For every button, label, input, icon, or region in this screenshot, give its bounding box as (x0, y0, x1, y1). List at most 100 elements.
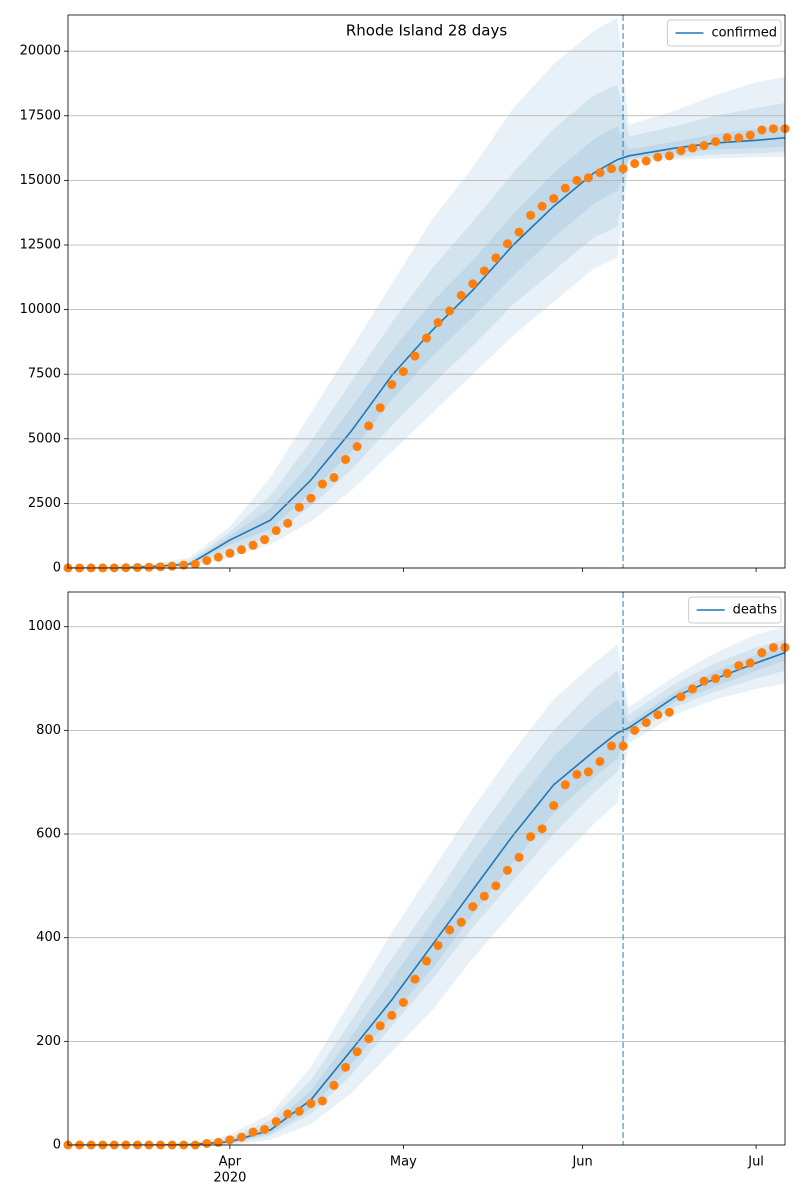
observed-point (595, 168, 605, 178)
observed-point (722, 668, 732, 678)
observed-point (375, 403, 385, 413)
y-tick-label: 2500 (28, 496, 61, 511)
observed-point (572, 769, 582, 779)
uncertainty-band (68, 17, 785, 568)
observed-point (260, 535, 270, 545)
observed-point (583, 173, 593, 183)
observed-point (352, 442, 362, 452)
observed-point (329, 473, 339, 483)
observed-point (202, 556, 212, 566)
x-tick-label: May (390, 1155, 417, 1170)
observed-point (156, 562, 166, 572)
observed-point (433, 318, 443, 328)
observed-point (653, 710, 663, 720)
y-tick-label: 600 (36, 827, 61, 842)
observed-point (271, 1117, 281, 1127)
observed-point (560, 183, 570, 193)
observed-point (607, 741, 617, 751)
observed-point (676, 146, 686, 156)
observed-point (433, 940, 443, 950)
plot-area (68, 17, 785, 568)
observed-point (410, 351, 420, 361)
observed-point (306, 493, 316, 503)
x-tick-label: Jul (747, 1155, 764, 1170)
observed-point (248, 1127, 258, 1137)
observed-point (271, 526, 281, 536)
observed-point (687, 143, 697, 153)
observed-point (699, 140, 709, 150)
observed-point (179, 560, 189, 570)
observed-point (514, 852, 524, 862)
observed-point (526, 210, 536, 220)
observed-point (757, 648, 767, 658)
chart-title: Rhode Island 28 days (346, 22, 507, 40)
observed-point (734, 661, 744, 671)
y-tick-label: 15000 (20, 173, 61, 188)
y-tick-label: 0 (53, 1138, 61, 1153)
observed-point (537, 201, 547, 211)
observed-point (468, 902, 478, 912)
axes-frame (67, 591, 786, 1146)
plot-area (68, 626, 785, 1145)
x-tick-label: Jun (571, 1155, 592, 1170)
y-tick-label: 0 (53, 561, 61, 576)
y-tick-label: 17500 (20, 108, 61, 123)
observed-point (260, 1124, 270, 1134)
uncertainty-band (68, 84, 785, 568)
observed-point (745, 658, 755, 668)
observed-point (445, 306, 455, 316)
observed-point (618, 164, 628, 174)
observed-point (422, 333, 431, 343)
observed-point (768, 124, 778, 134)
observed-point (491, 881, 501, 891)
observed-point (734, 133, 744, 143)
observed-point (745, 130, 755, 140)
observed-point (537, 824, 547, 834)
observed-point (641, 718, 651, 728)
observed-point (294, 1106, 304, 1116)
observed-point (549, 801, 559, 811)
observed-point (410, 974, 420, 984)
y-tick-label: 800 (36, 723, 61, 738)
observed-point (445, 925, 455, 935)
y-tick-label: 1000 (28, 619, 61, 634)
axes-frame (67, 14, 786, 569)
observed-point (502, 865, 512, 875)
y-tick-label: 200 (36, 1034, 61, 1049)
observed-point (699, 676, 709, 686)
observed-point (341, 454, 351, 464)
observed-point (294, 502, 304, 512)
observed-point (236, 545, 246, 555)
y-tick-label: 10000 (20, 302, 61, 317)
observed-point (364, 1034, 374, 1044)
observed-point (595, 756, 605, 766)
observed-point (653, 152, 663, 162)
observed-point (560, 780, 570, 790)
x-tick-label: Apr (219, 1155, 242, 1170)
observed-point (387, 1010, 397, 1020)
observed-point (502, 239, 512, 249)
observed-point (630, 159, 640, 169)
observed-point (190, 559, 200, 569)
y-tick-label: 12500 (20, 237, 61, 252)
uncertainty-band (68, 639, 785, 1145)
observed-point (664, 151, 674, 161)
observed-point (456, 290, 466, 300)
y-tick-label: 400 (36, 930, 61, 945)
legend: confirmed (666, 19, 782, 47)
legend-label: deaths (733, 603, 778, 618)
observed-point (664, 707, 674, 717)
observed-point (283, 518, 293, 528)
observed-point (341, 1062, 351, 1072)
observed-point (317, 479, 327, 489)
observed-point (722, 133, 732, 143)
observed-point (549, 193, 559, 203)
observed-point (317, 1096, 327, 1106)
legend-box (666, 19, 782, 47)
observed-point (375, 1021, 385, 1031)
observed-point (641, 156, 651, 166)
observed-point (572, 175, 582, 185)
observed-point (618, 741, 628, 751)
